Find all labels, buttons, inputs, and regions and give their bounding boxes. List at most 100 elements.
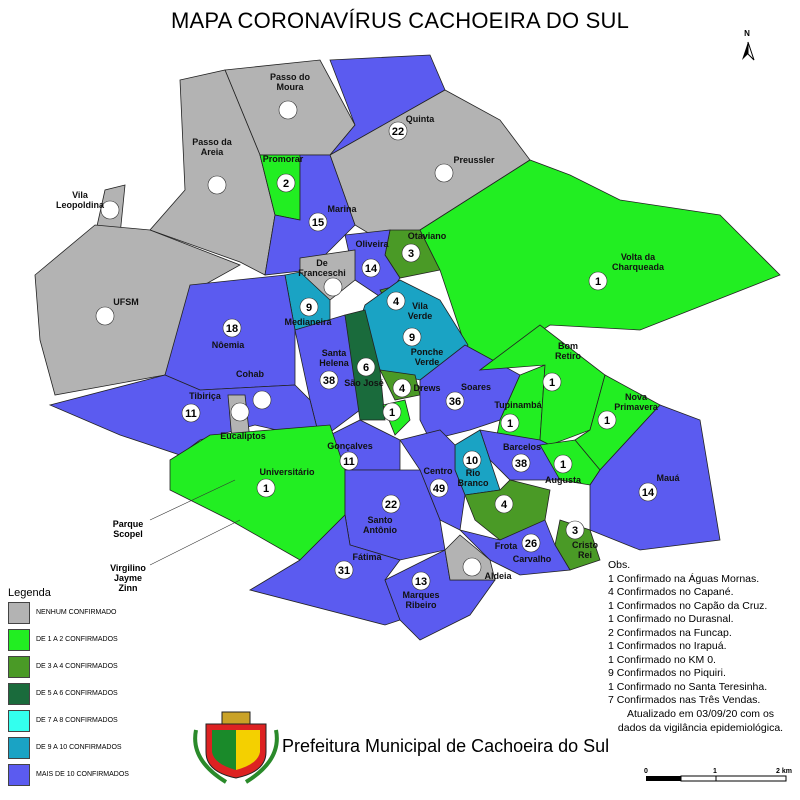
neighborhood-marker: [334, 560, 354, 580]
case-count: 1: [263, 483, 269, 495]
observation-line: 2 Confirmados na Funcap.: [608, 626, 732, 639]
case-count: 1: [507, 418, 513, 430]
neighborhood-name: Quinta: [405, 114, 435, 124]
neighborhood-marker: [339, 451, 359, 471]
neighborhood-area: [169, 424, 346, 561]
neighborhood-name: Volta da Charqueada: [611, 252, 665, 272]
case-count: 6: [363, 362, 369, 374]
neighborhood-marker: [256, 478, 276, 498]
observation-line: 4 Confirmados no Capané.: [608, 586, 734, 598]
case-count: 22: [385, 499, 397, 511]
leader-line: [149, 479, 236, 521]
north-arrow: [742, 41, 755, 61]
neighborhood-name: Rio Branco: [457, 468, 489, 488]
neighborhood-name: Drews: [413, 383, 441, 393]
case-count: 22: [392, 126, 404, 138]
legend-item: DE 9 A 10 CONFIRMADOS: [8, 734, 129, 761]
observation-line: 7 Confirmados nas Três Vendas.: [608, 694, 761, 706]
neighborhood-marker: [411, 571, 431, 591]
legend-label: NENHUM CONFIRMADO: [36, 609, 117, 616]
neighborhood-marker: [181, 403, 201, 423]
neighborhood-marker: [299, 297, 319, 317]
map-title: MAPA CORONAVÍRUS CACHOEIRA DO SUL: [170, 8, 630, 33]
legend-swatch: [8, 601, 30, 624]
neighborhood-marker: [542, 372, 562, 392]
neighborhood-marker: [500, 413, 520, 433]
neighborhood-name: Bom Retiro: [554, 341, 582, 361]
case-count: 15: [312, 217, 324, 229]
legend-item: DE 5 A 6 CONFIRMADOS: [8, 680, 129, 707]
neighborhood-name: Augusta: [545, 475, 581, 485]
legend-item: DE 7 A 8 CONFIRMADOS: [8, 707, 129, 734]
neighborhood-area: [589, 404, 721, 551]
case-count: 13: [415, 576, 427, 588]
case-count: 1: [560, 459, 566, 471]
neighborhood-marker: [100, 200, 120, 220]
legend-label: DE 9 A 10 CONFIRMADOS: [36, 744, 122, 751]
neighborhood-marker: [388, 121, 408, 141]
neighborhood-marker: [462, 450, 482, 470]
case-count: 4: [393, 296, 400, 308]
neighborhood-marker: [230, 402, 250, 422]
neighborhood-name: Vila Leopoldina: [56, 190, 104, 210]
neighborhood-marker: [597, 410, 617, 430]
neighborhood-area: [419, 159, 781, 371]
observation-line: Obs.: [608, 559, 631, 571]
neighborhood-marker: [565, 520, 585, 540]
neighborhood-name: Fátima: [352, 552, 382, 562]
neighborhood-name: De Franceschi: [298, 258, 346, 278]
neighborhood-marker: [276, 173, 296, 193]
neighborhood-marker: [494, 494, 514, 514]
legend-swatch: [8, 763, 30, 786]
neighborhood-name: São José: [344, 378, 384, 388]
neighborhood-areas: [34, 54, 781, 641]
observation-line: 9 Confirmados no Piquiri.: [608, 667, 726, 679]
neighborhood-name: Tibiriça: [189, 391, 221, 401]
neighborhood-name: Frota: [494, 541, 518, 551]
updated-line: Atualizado em 03/09/20 com os: [626, 708, 775, 720]
neighborhood-name: Ponche Verde: [410, 347, 444, 367]
case-count: 11: [343, 456, 355, 468]
neighborhood-marker: [392, 378, 412, 398]
neighborhood-name: UFSM: [113, 297, 139, 307]
case-count: 26: [525, 538, 537, 550]
case-count: 38: [323, 375, 335, 387]
neighborhood-name: Marina: [327, 204, 357, 214]
neighborhood-marker: [278, 100, 298, 120]
case-count: 1: [604, 415, 610, 427]
observation-line: 1 Confirmado no KM 0.: [608, 653, 716, 666]
updated-line: dados da vigilância epidemiológica.: [617, 721, 784, 734]
neighborhood-marker: [319, 370, 339, 390]
case-count: 3: [572, 525, 578, 537]
neighborhood-marker: [462, 557, 482, 577]
legend: Legenda NENHUM CONFIRMADO DE 1 A 2 CONFIR…: [8, 587, 129, 788]
north-label: N: [744, 29, 750, 38]
neighborhood-name: Vila Verde: [407, 301, 433, 321]
place-label: Parque Scopel: [112, 519, 144, 539]
neighborhood-marker: [308, 212, 328, 232]
neighborhood-name: Universitário: [259, 467, 315, 477]
neighborhood-marker: [386, 291, 406, 311]
neighborhood-name: Aldeia: [484, 571, 512, 581]
case-count: 1: [595, 276, 601, 288]
neighborhood-name: Oliveira: [355, 239, 389, 249]
neighborhood-name: Passo da Areia: [192, 137, 232, 157]
neighborhood-marker: [429, 478, 449, 498]
case-count: 18: [226, 323, 238, 335]
observation-line: 1 Confirmados no Capão da Cruz.: [608, 599, 768, 612]
neighborhood-name: Barcelos: [502, 442, 542, 452]
neighborhood-area: [444, 534, 496, 581]
neighborhood-marker: [207, 175, 227, 195]
legend-swatch: [8, 655, 30, 678]
legend-label: MAIS DE 10 CONFIRMADOS: [36, 771, 129, 778]
case-count: 49: [433, 483, 445, 495]
legend-title: Legenda: [8, 587, 51, 599]
neighborhood-name: Mauá: [656, 473, 680, 483]
observation-line: 1 Confirmados no Irapuá.: [608, 640, 727, 652]
case-count: 2: [283, 178, 289, 190]
case-count: 36: [449, 396, 461, 408]
neighborhood-name: Centro: [423, 466, 453, 476]
neighborhood-marker: [401, 243, 421, 263]
